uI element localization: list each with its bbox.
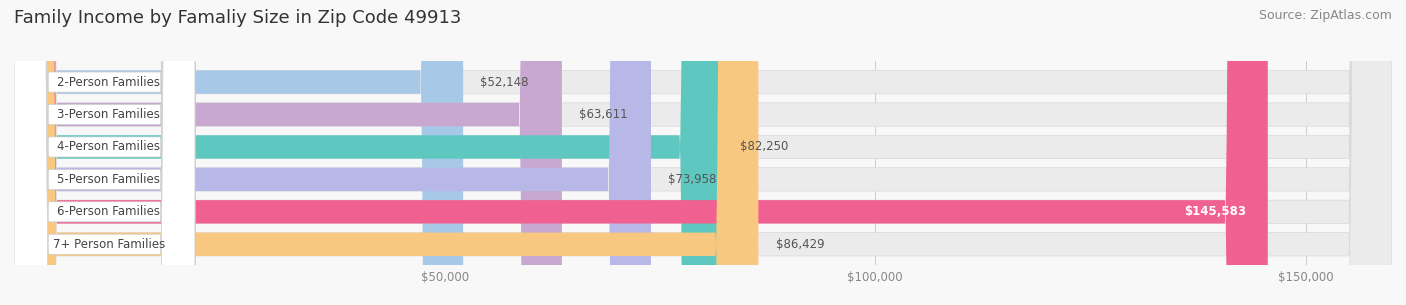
Text: $82,250: $82,250: [740, 141, 787, 153]
Text: Family Income by Famaliy Size in Zip Code 49913: Family Income by Famaliy Size in Zip Cod…: [14, 9, 461, 27]
Text: $52,148: $52,148: [481, 76, 529, 88]
FancyBboxPatch shape: [14, 0, 1392, 305]
Text: 7+ Person Families: 7+ Person Families: [52, 238, 165, 251]
FancyBboxPatch shape: [14, 0, 195, 305]
FancyBboxPatch shape: [14, 0, 195, 305]
FancyBboxPatch shape: [14, 0, 1392, 305]
FancyBboxPatch shape: [14, 0, 463, 305]
FancyBboxPatch shape: [14, 0, 1392, 305]
FancyBboxPatch shape: [14, 0, 195, 305]
FancyBboxPatch shape: [14, 0, 195, 305]
FancyBboxPatch shape: [14, 0, 1268, 305]
FancyBboxPatch shape: [14, 0, 1392, 305]
FancyBboxPatch shape: [14, 0, 651, 305]
Text: $145,583: $145,583: [1184, 205, 1246, 218]
FancyBboxPatch shape: [14, 0, 758, 305]
Text: 3-Person Families: 3-Person Families: [58, 108, 160, 121]
Text: $73,958: $73,958: [668, 173, 717, 186]
FancyBboxPatch shape: [14, 0, 562, 305]
FancyBboxPatch shape: [14, 0, 1392, 305]
Text: 2-Person Families: 2-Person Families: [58, 76, 160, 88]
Text: $63,611: $63,611: [579, 108, 627, 121]
FancyBboxPatch shape: [14, 0, 195, 305]
Text: 4-Person Families: 4-Person Families: [58, 141, 160, 153]
Text: 6-Person Families: 6-Person Families: [58, 205, 160, 218]
Text: Source: ZipAtlas.com: Source: ZipAtlas.com: [1258, 9, 1392, 22]
FancyBboxPatch shape: [14, 0, 1392, 305]
Text: 5-Person Families: 5-Person Families: [58, 173, 160, 186]
Text: $86,429: $86,429: [776, 238, 824, 251]
FancyBboxPatch shape: [14, 0, 723, 305]
FancyBboxPatch shape: [14, 0, 195, 305]
